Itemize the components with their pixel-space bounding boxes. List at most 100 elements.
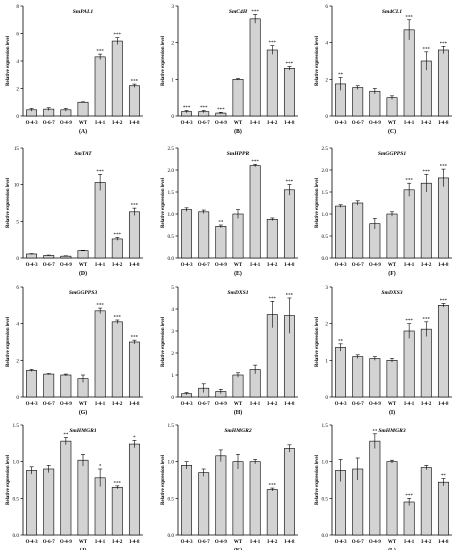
x-tick-label: I-4-1 [250,402,261,407]
bar [249,18,261,117]
x-tick-label: I-4-1 [95,540,106,545]
significance-label: *** [286,180,294,185]
x-tick-label: I-4-8 [438,263,449,268]
bar [437,177,449,259]
significance-label: *** [423,170,431,175]
bar [386,360,398,398]
x-tick-label: I-4-2 [421,540,432,545]
x-tick-label: O-6-7 [198,402,211,407]
panel-letter: (B) [234,128,242,135]
significance-label: *** [114,233,122,238]
y-tick-label: 2 [16,87,19,93]
y-tick-label: 4 [325,41,328,47]
x-tick-label: I-4-8 [284,263,295,268]
significance-label: *** [251,10,259,15]
bar [420,328,432,398]
bar [181,465,193,536]
bar [420,182,432,259]
y-tick-label: 0 [171,395,174,401]
bar [266,49,278,117]
bar [266,218,278,259]
panel-letter: (L) [388,547,396,550]
bar [128,211,140,259]
x-tick-label: O-4-3 [181,540,194,545]
x-tick-label: O-4-9 [369,263,382,268]
y-tick-label: 0.0 [13,533,20,539]
x-tick-label: I-4-2 [112,540,123,545]
bar [249,461,261,536]
bar [266,489,278,536]
x-tick-label: I-4-2 [112,402,123,407]
panel-title: Sm4CL1 [382,9,402,15]
y-tick-label: 0.0 [168,533,175,539]
x-tick-label: WT [234,402,243,407]
x-tick-label: I-4-2 [112,263,123,268]
bar [335,347,347,398]
y-tick-label: 2.0 [322,168,329,174]
bar [352,356,364,398]
y-tick-label: 0.0 [168,256,175,262]
x-tick-label: I-4-2 [267,121,278,126]
y-tick-label: 1.0 [322,212,329,218]
bar [26,370,38,398]
x-tick-label: O-6-7 [43,263,56,268]
x-tick-label: I-4-1 [250,121,261,126]
y-tick-label: 10 [14,183,20,189]
x-tick-label: I-4-1 [250,263,261,268]
panel-title: SmGGPPS3 [69,290,97,296]
panel-title: SmHMGR3 [378,428,406,434]
panel-letter: (D) [79,270,87,277]
y-axis-label: Relative expression level [161,316,166,367]
y-tick-label: 2.0 [168,168,175,174]
y-tick-label: 1.0 [168,460,175,466]
x-tick-label: I-4-1 [95,263,106,268]
y-tick-label: 1.5 [168,423,175,429]
y-tick-label: 4 [171,307,174,313]
x-tick-label: O-6-7 [43,540,56,545]
y-axis-label: Relative expression level [161,177,166,228]
significance-label: *** [131,336,139,341]
bar [386,213,398,259]
x-tick-label: I-4-8 [129,540,140,545]
y-tick-label: 0 [171,114,174,120]
x-tick-label: I-4-8 [129,402,140,407]
y-tick-label: 2.5 [322,146,329,152]
significance-label: *** [423,47,431,52]
significance-label: *** [217,108,225,113]
x-tick-label: I-4-2 [421,263,432,268]
significance-label: *** [131,204,139,209]
significance-label: *** [114,33,122,38]
bar [403,189,415,259]
bar [128,85,140,117]
bar [26,253,38,259]
bar [352,202,364,259]
y-tick-label: 1.0 [13,460,20,466]
panel-a: 0 2 4 6 8 Relative expression level SmPAL1 O-4-… [6,4,143,135]
significance-label: *** [423,317,431,322]
x-tick-label: I-4-2 [421,402,432,407]
y-tick-label: 2 [325,322,328,328]
x-tick-label: I-4-1 [250,540,261,545]
x-tick-label: I-4-1 [95,121,106,126]
bar [369,440,381,536]
y-tick-label: 1.0 [322,460,329,466]
significance-label: *** [96,304,104,309]
x-tick-label: O-4-9 [60,402,73,407]
x-tick-label: WT [234,263,243,268]
bar [403,501,415,536]
y-axis-label: Relative expression level [6,177,11,228]
x-tick-label: O-4-9 [215,263,228,268]
x-tick-label: O-4-3 [335,263,348,268]
x-tick-label: I-4-2 [267,263,278,268]
y-tick-label: 6 [16,32,19,38]
y-tick-label: 0.0 [322,533,329,539]
bar [94,310,106,398]
x-tick-label: I-4-8 [438,402,449,407]
x-tick-label: WT [234,540,243,545]
y-tick-label: 5 [171,285,174,291]
x-tick-label: O-4-3 [26,402,39,407]
x-tick-label: WT [79,121,88,126]
x-tick-label: O-4-3 [335,402,348,407]
significance-label: ** [441,474,447,479]
